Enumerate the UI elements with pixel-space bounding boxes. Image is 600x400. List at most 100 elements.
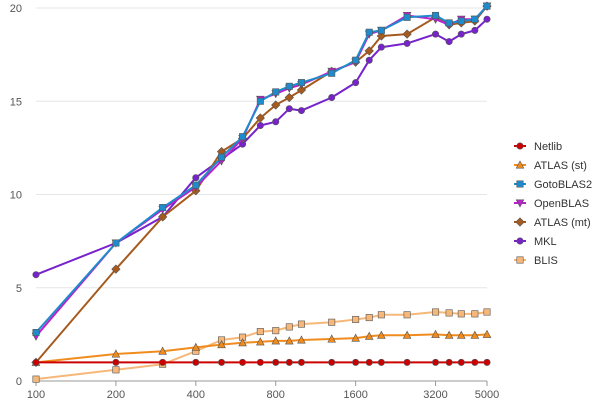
- data-point: [471, 310, 479, 318]
- data-point: [239, 133, 247, 141]
- data-point: [471, 358, 479, 366]
- data-point: [218, 358, 226, 366]
- legend-marker: [516, 256, 524, 264]
- data-point: [403, 358, 411, 366]
- data-point: [192, 181, 200, 189]
- data-point: [272, 118, 280, 126]
- data-point: [377, 43, 385, 51]
- data-point: [32, 329, 40, 337]
- data-point: [483, 2, 491, 10]
- data-point: [256, 328, 264, 336]
- data-point: [352, 56, 360, 64]
- data-point: [327, 334, 336, 343]
- series-openblas: [31, 2, 492, 341]
- x-tick-label: 200: [107, 389, 125, 400]
- data-point: [402, 29, 412, 39]
- data-point: [256, 358, 264, 366]
- series-blis: [32, 308, 491, 383]
- legend-label: OpenBLAS: [534, 198, 589, 210]
- series-netlib: [32, 358, 491, 366]
- data-point: [239, 358, 247, 366]
- data-point: [377, 330, 386, 339]
- data-point: [431, 329, 440, 338]
- data-point: [365, 28, 373, 36]
- data-point: [256, 121, 264, 129]
- data-point: [112, 358, 120, 366]
- legend-marker: [516, 180, 524, 188]
- data-point: [112, 366, 120, 374]
- axes: [35, 380, 488, 386]
- data-point: [470, 330, 480, 339]
- data-point: [364, 46, 374, 56]
- data-point: [445, 38, 453, 46]
- series-line: [35, 5, 488, 337]
- data-point: [457, 17, 465, 25]
- grid-lines: [36, 7, 487, 289]
- data-point: [403, 13, 411, 21]
- legend-label: ATLAS (st): [534, 160, 587, 172]
- legend-item: GotoBLAS2: [514, 179, 592, 191]
- legend-marker: [515, 217, 525, 227]
- data-point: [377, 311, 385, 319]
- y-tick-label: 15: [10, 96, 22, 108]
- data-point: [377, 358, 385, 366]
- data-point: [432, 30, 440, 38]
- y-tick-label: 10: [10, 190, 22, 202]
- data-point: [271, 336, 281, 345]
- data-point: [297, 335, 306, 344]
- x-tick-label: 5000: [475, 389, 499, 400]
- data-point: [352, 315, 360, 323]
- data-point: [272, 327, 280, 335]
- legend-item: OpenBLAS: [514, 198, 589, 210]
- data-point: [192, 174, 200, 182]
- data-point: [457, 358, 465, 366]
- y-tick-label: 20: [10, 3, 22, 15]
- data-point: [457, 310, 465, 318]
- data-point: [32, 271, 40, 279]
- data-point: [238, 338, 247, 347]
- data-point: [272, 358, 280, 366]
- data-point: [445, 19, 453, 27]
- data-point: [483, 15, 491, 23]
- x-tick-label: 1600: [343, 389, 367, 400]
- series-mkl: [32, 15, 491, 279]
- legend-marker: [516, 142, 524, 150]
- data-point: [255, 113, 265, 123]
- data-point: [328, 94, 336, 102]
- series-line: [35, 333, 488, 364]
- legend: Netlib ATLAS (st) GotoBLAS2 OpenBLAS ATLAS (…: [514, 141, 592, 267]
- data-point: [365, 314, 373, 322]
- data-point: [285, 323, 293, 331]
- data-point: [432, 308, 440, 316]
- data-point: [365, 56, 373, 64]
- data-point: [471, 15, 479, 23]
- legend-label: Netlib: [534, 141, 562, 153]
- x-tick-label: 400: [187, 389, 205, 400]
- data-point: [285, 82, 293, 90]
- data-point: [272, 88, 280, 96]
- data-point: [271, 100, 281, 110]
- legend-item: ATLAS (mt): [514, 217, 591, 229]
- legend-marker: [515, 160, 525, 169]
- data-point: [32, 375, 40, 383]
- x-tick-label: 3200: [423, 389, 447, 400]
- data-point: [352, 79, 360, 87]
- series-atlas-st: [31, 329, 492, 366]
- legend-marker: [516, 237, 524, 245]
- series-atlas-mt: [31, 1, 492, 367]
- data-point: [297, 320, 305, 328]
- tick-labels: 0 5 10 15 20 100 200 400 800 1600 3200 5000: [10, 3, 499, 400]
- data-point: [445, 358, 453, 366]
- data-point: [444, 330, 454, 339]
- data-point: [217, 339, 226, 349]
- legend-item: MKL: [514, 236, 557, 248]
- data-point: [159, 204, 167, 212]
- legend-label: GotoBLAS2: [534, 179, 592, 191]
- legend-label: BLIS: [534, 255, 558, 267]
- data-point: [352, 358, 360, 366]
- series-line: [35, 311, 488, 381]
- data-point: [456, 330, 466, 339]
- series-line: [35, 5, 488, 364]
- data-point: [218, 153, 226, 161]
